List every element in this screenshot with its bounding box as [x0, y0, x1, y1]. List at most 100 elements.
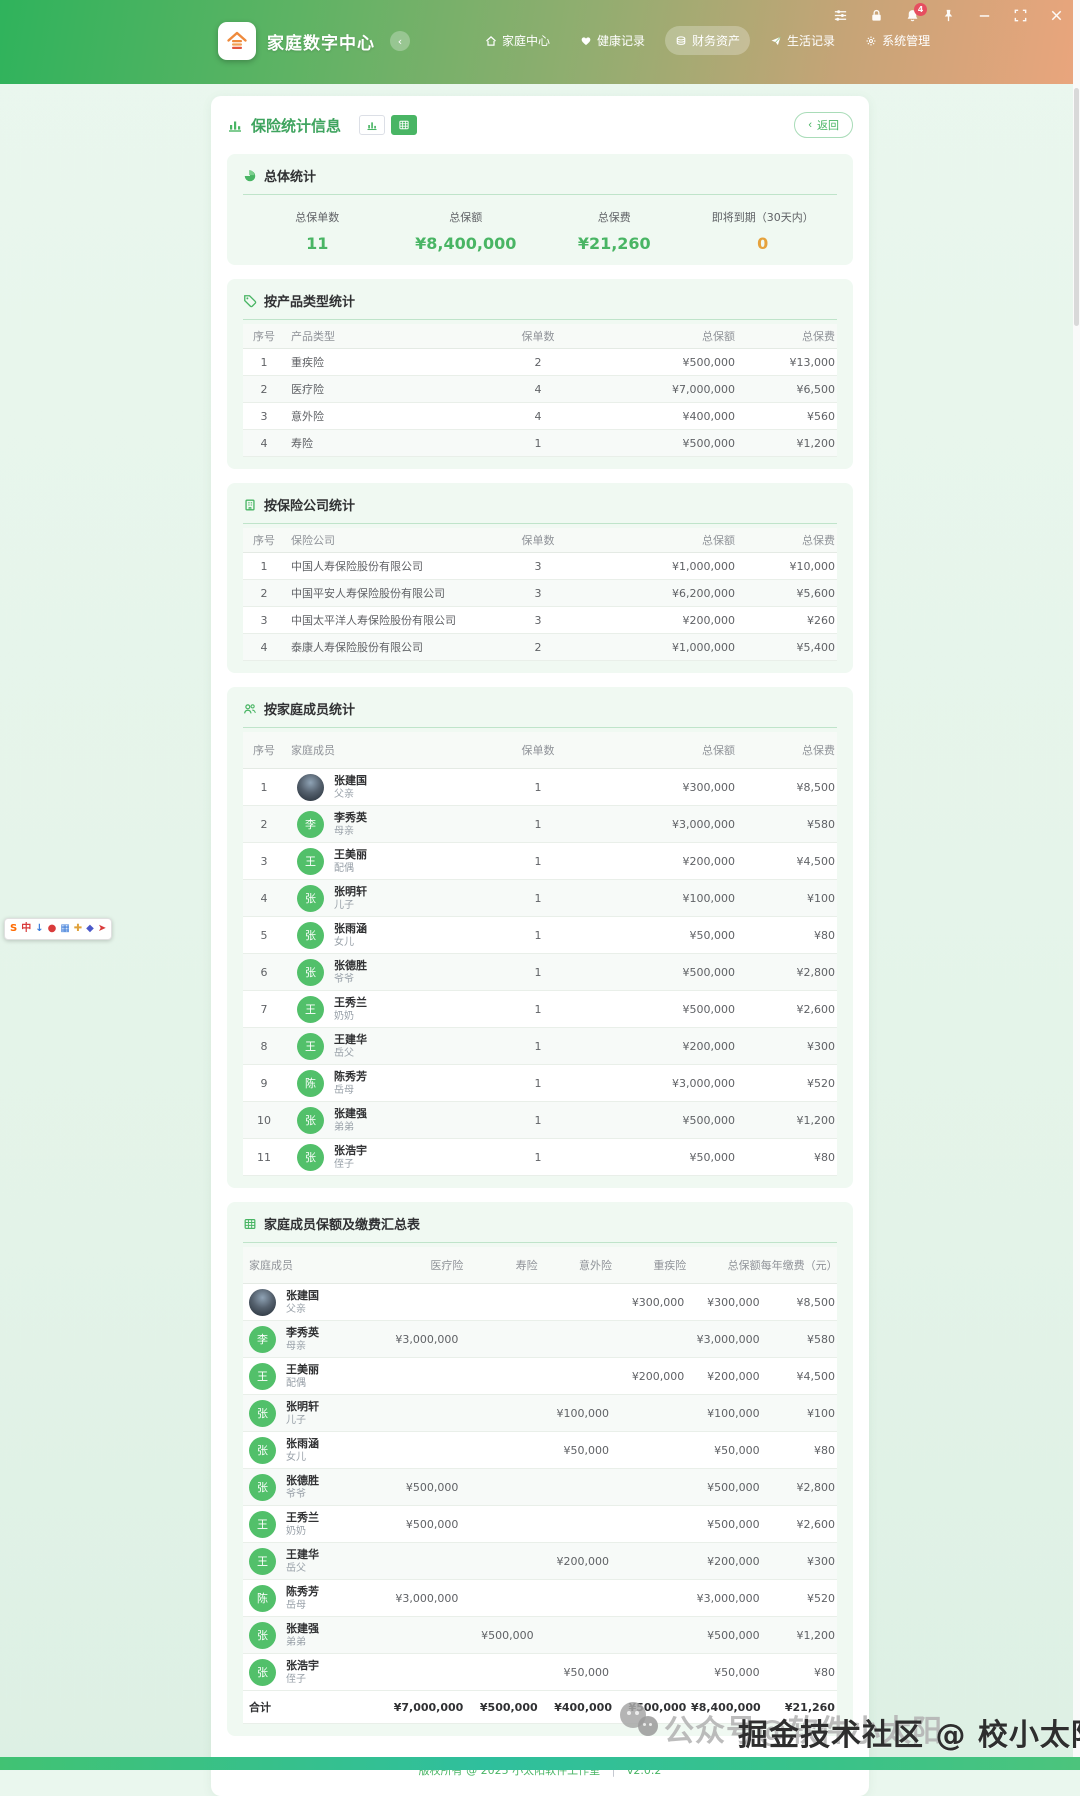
- member-row[interactable]: 8 王 王建华 岳父 1 ¥200,000: [243, 1028, 837, 1065]
- nav-label: 健康记录: [597, 34, 646, 48]
- table-header-row: 序号 保险公司 保单数 总保额 总保费: [243, 528, 837, 553]
- cell-accident: ¥100,000: [556, 1406, 609, 1420]
- summary-row[interactable]: 张 张明轩 儿子 ¥100,000 ¥100,000: [243, 1395, 837, 1432]
- cell-total-coverage: ¥500,000: [707, 1628, 760, 1642]
- summary-row[interactable]: 张建国 父亲 ¥300,000 ¥300,000 ¥8,500: [243, 1284, 837, 1321]
- stat-label: 总保额: [449, 211, 483, 224]
- cell-company-name: 中国人寿保险股份有限公司: [291, 560, 423, 573]
- ime-toolbar-icon[interactable]: S: [10, 923, 18, 934]
- table-row[interactable]: 2 中国平安人寿保险股份有限公司 3 ¥6,200,000 ¥5,600: [243, 580, 837, 607]
- nav-item-home[interactable]: 家庭中心: [475, 26, 560, 55]
- summary-row[interactable]: 陈 陈秀芳 岳母 ¥3,000,000 ¥3,000,000: [243, 1580, 837, 1617]
- ime-toolbar-icon[interactable]: ●: [47, 923, 57, 934]
- close-icon[interactable]: [1049, 8, 1064, 23]
- section-title: 按保险公司统计: [264, 499, 356, 514]
- member-row[interactable]: 5 张 张雨涵 女儿 1 ¥50,000 ¥: [243, 917, 837, 954]
- member-name: 王美丽: [334, 847, 367, 861]
- summary-row[interactable]: 李 李秀英 母亲 ¥3,000,000 ¥3,000,000: [243, 1321, 837, 1358]
- cell-annual-payment: ¥300: [806, 1554, 835, 1568]
- nav-item-health[interactable]: 健康记录: [570, 26, 655, 55]
- stat-label: 即将到期（30天内）: [711, 211, 814, 224]
- cell-company-name: 泰康人寿保险股份有限公司: [291, 641, 423, 654]
- minimize-icon[interactable]: [977, 8, 992, 23]
- table-view-button[interactable]: [391, 115, 418, 135]
- member-avatar: 张: [249, 1436, 276, 1464]
- member-relation: 奶奶: [334, 1011, 354, 1023]
- member-avatar: [249, 1288, 276, 1316]
- col-header: 意外险: [578, 1259, 612, 1272]
- member-row[interactable]: 7 王 王秀兰 奶奶 1 ¥500,000: [243, 991, 837, 1028]
- table-row[interactable]: 1 中国人寿保险股份有限公司 3 ¥1,000,000 ¥10,000: [243, 553, 837, 580]
- filters-icon[interactable]: [833, 8, 848, 23]
- chart-view-button[interactable]: [359, 115, 386, 135]
- cell-member: 张 张建强 弟弟: [243, 1618, 383, 1653]
- cell-total-premium: ¥300: [807, 1039, 835, 1053]
- table-row[interactable]: 4 泰康人寿保险股份有限公司 2 ¥1,000,000 ¥5,400: [243, 634, 837, 661]
- summary-row[interactable]: 王 王建华 岳父 ¥200,000 ¥200,000: [243, 1543, 837, 1580]
- ime-toolbar-icon[interactable]: ▦: [60, 923, 70, 934]
- summary-row[interactable]: 张 张雨涵 女儿 ¥50,000 ¥50,000 ¥8: [243, 1432, 837, 1469]
- pin-icon[interactable]: [941, 8, 956, 23]
- table-row[interactable]: 4 寿险 1 ¥500,000 ¥1,200: [243, 430, 837, 457]
- stat-value: ¥21,260: [577, 234, 651, 253]
- member-name: 李秀英: [334, 810, 367, 824]
- ime-toolbar-icon[interactable]: 中: [21, 923, 32, 934]
- member-name: 王建华: [334, 1032, 367, 1046]
- summary-row[interactable]: 张 张浩宇 侄子 ¥50,000 ¥50,000 ¥8: [243, 1654, 837, 1691]
- back-button[interactable]: ‹ 返回: [794, 112, 853, 138]
- cell-member: 王 王美丽 配偶: [285, 844, 479, 879]
- member-row[interactable]: 6 张 张德胜 爷爷 1 ¥500,000: [243, 954, 837, 991]
- member-relation: 侄子: [286, 1674, 306, 1686]
- member-row[interactable]: 2 李 李秀英 母亲 1 ¥3,000,000: [243, 806, 837, 843]
- member-row[interactable]: 10 张 张建强 弟弟 1 ¥500,000: [243, 1102, 837, 1139]
- ime-toolbar-icon[interactable]: ↓: [35, 923, 44, 934]
- member-row[interactable]: 4 张 张明轩 儿子 1 ¥100,000: [243, 880, 837, 917]
- cell-total-coverage: ¥500,000: [682, 436, 736, 450]
- bell-icon[interactable]: 4: [905, 3, 927, 23]
- nav-item-life[interactable]: 生活记录: [760, 26, 845, 55]
- lock-icon[interactable]: [869, 8, 884, 23]
- summary-row[interactable]: 张 张建强 弟弟 ¥500,000 ¥500,000: [243, 1617, 837, 1654]
- member-row[interactable]: 3 王 王美丽 配偶 1 ¥200,000: [243, 843, 837, 880]
- cell-life: ¥500,000: [481, 1628, 534, 1642]
- cell-total-coverage: ¥200,000: [707, 1554, 760, 1568]
- member-name: 张建国: [334, 773, 367, 787]
- ime-toolbar-icon[interactable]: ◆: [86, 923, 94, 934]
- member-row[interactable]: 11 张 张浩宇 侄子 1 ¥50,000: [243, 1139, 837, 1176]
- cell-member: 张 张明轩 儿子: [243, 1396, 383, 1431]
- col-header: 家庭成员: [291, 744, 335, 757]
- cell-policy-count: 1: [534, 1002, 542, 1016]
- cell-total-coverage: ¥200,000: [682, 1039, 736, 1053]
- member-row[interactable]: 9 陈 陈秀芳 岳母 1 ¥3,000,000: [243, 1065, 837, 1102]
- summary-row[interactable]: 张 张德胜 爷爷 ¥500,000 ¥500,000: [243, 1469, 837, 1506]
- col-header: 总保额: [702, 744, 735, 757]
- cell-member: 李 李秀英 母亲: [285, 807, 479, 842]
- member-avatar: 王: [249, 1510, 276, 1538]
- scrollbar-track[interactable]: [1073, 0, 1080, 1770]
- section-title: 按产品类型统计: [264, 295, 356, 310]
- summary-row[interactable]: 王 王秀兰 奶奶 ¥500,000 ¥500,000: [243, 1506, 837, 1543]
- table-row[interactable]: 3 意外险 4 ¥400,000 ¥560: [243, 403, 837, 430]
- maximize-icon[interactable]: [1013, 8, 1028, 23]
- sidebar-collapse-button[interactable]: ‹: [390, 31, 410, 51]
- nav-item-finance[interactable]: 财务资产: [665, 26, 751, 55]
- total-label: 合计: [249, 1701, 271, 1714]
- nav-item-system[interactable]: 系统管理: [855, 26, 940, 55]
- table-row[interactable]: 2 医疗险 4 ¥7,000,000 ¥6,500: [243, 376, 837, 403]
- member-relation: 岳父: [334, 1048, 354, 1060]
- member-row[interactable]: 1 张建国 父亲 1 ¥300,000 ¥: [243, 769, 837, 806]
- scrollbar-thumb[interactable]: [1074, 88, 1079, 326]
- cell-member: 陈 陈秀芳 岳母: [243, 1581, 383, 1616]
- table-row[interactable]: 3 中国太平洋人寿保险股份有限公司 3 ¥200,000 ¥260: [243, 607, 837, 634]
- ime-toolbar-icon[interactable]: ✚: [73, 923, 83, 934]
- stat-item: 总保单数 11: [243, 209, 392, 253]
- ime-toolbar[interactable]: S 中 ↓ ● ▦ ✚ ◆ ➤: [4, 918, 113, 940]
- cell-index: 3: [260, 409, 268, 423]
- cell-total-premium: ¥520: [807, 1076, 835, 1090]
- col-header: 产品类型: [291, 330, 335, 343]
- cell-index: 4: [260, 436, 268, 450]
- ime-toolbar-icon[interactable]: ➤: [97, 923, 107, 934]
- table-row[interactable]: 1 重疾险 2 ¥500,000 ¥13,000: [243, 349, 837, 376]
- coins-icon: [676, 35, 686, 45]
- summary-row[interactable]: 王 王美丽 配偶 ¥200,000 ¥200,000: [243, 1358, 837, 1395]
